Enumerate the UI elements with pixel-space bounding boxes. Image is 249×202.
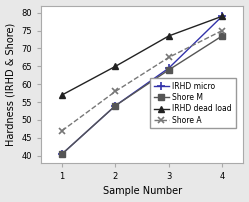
Shore A [61,129,63,132]
IRHD dead load [221,15,224,18]
IRHD micro [61,153,63,155]
IRHD dead load [114,65,117,67]
Shore M [167,69,170,71]
Y-axis label: Hardness (IRHD & Shore): Hardness (IRHD & Shore) [5,23,15,146]
Shore M [114,104,117,107]
IRHD dead load [61,94,63,96]
Shore A [167,56,170,59]
Shore A [114,90,117,93]
Line: IRHD dead load: IRHD dead load [59,13,226,98]
Line: IRHD micro: IRHD micro [58,12,226,158]
IRHD micro [167,67,170,69]
IRHD dead load [167,35,170,37]
IRHD micro [221,15,224,18]
Shore M [61,153,63,155]
Line: Shore A: Shore A [59,27,226,134]
Shore M [221,35,224,37]
IRHD micro [114,104,117,107]
Line: Shore M: Shore M [59,33,225,157]
Legend: IRHD micro, Shore M, IRHD dead load, Shore A: IRHD micro, Shore M, IRHD dead load, Sho… [150,78,236,128]
X-axis label: Sample Number: Sample Number [103,186,182,196]
Shore A [221,29,224,32]
